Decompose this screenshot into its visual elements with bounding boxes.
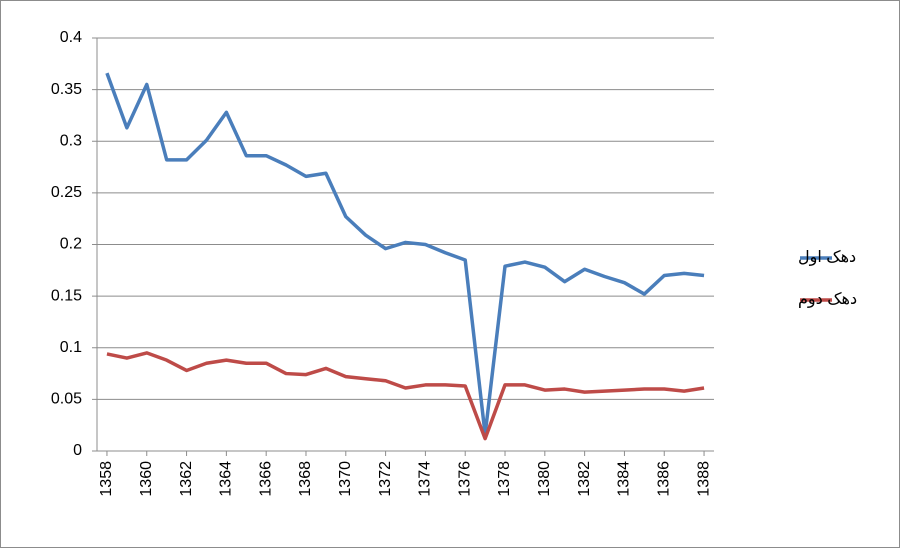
y-tick-label: 0.15 (51, 287, 82, 304)
y-tick-label: 0.1 (60, 339, 82, 356)
x-tick-label: 1370 (337, 461, 354, 497)
x-tick-label: 1362 (178, 461, 195, 497)
y-tick-label: 0.35 (51, 81, 82, 98)
x-tick-label: 1380 (536, 461, 553, 497)
x-tick-label: 1360 (138, 461, 155, 497)
x-tick-label: 1358 (98, 461, 115, 497)
y-tick-label: 0.25 (51, 184, 82, 201)
x-tick-label: 1384 (616, 461, 633, 497)
legend-label: دهک اول (798, 249, 856, 267)
x-tick-label: 1364 (218, 461, 235, 497)
y-tick-label: 0 (73, 442, 82, 459)
x-tick-label: 1388 (695, 461, 712, 497)
x-tick-label: 1378 (496, 461, 513, 497)
x-tick-label: 1386 (655, 461, 672, 497)
x-tick-label: 1374 (417, 461, 434, 497)
x-tick-label: 1376 (456, 461, 473, 497)
x-tick-label: 1372 (377, 461, 394, 497)
series-line (105, 72, 705, 437)
x-tick-label: 1366 (257, 461, 274, 497)
series-line (106, 351, 705, 441)
y-tick-label: 0.05 (51, 391, 82, 408)
y-tick-label: 0.4 (60, 29, 82, 46)
y-tick-label: 0.2 (60, 236, 82, 253)
x-tick-label: 1382 (576, 461, 593, 497)
legend-label: دهک دوم (798, 291, 857, 309)
y-tick-label: 0.3 (60, 132, 82, 149)
x-tick-label: 1368 (297, 461, 314, 497)
